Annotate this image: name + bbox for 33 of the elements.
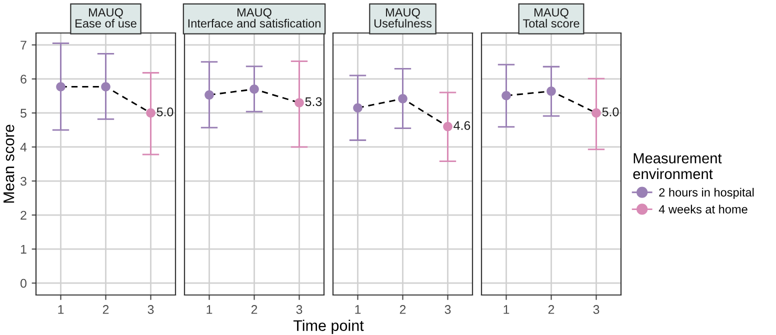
chart-title: MAUQ Usefulness	[374, 8, 432, 28]
x-tick-label: 2	[548, 305, 554, 314]
y-axis-title: Mean score	[4, 124, 14, 203]
chart-title: MAUQ Ease of use	[76, 8, 136, 28]
x-tick-label: 1	[58, 305, 64, 314]
y-tick-label: 4	[20, 142, 27, 152]
x-tick-label: 2	[251, 305, 258, 314]
chart-title: MAUQ Interface and satisfication	[188, 8, 320, 28]
chart-title: MAUQ Total score	[522, 8, 580, 28]
y-tick-label: 6	[20, 74, 26, 84]
x-tick-label: 3	[296, 305, 302, 314]
legend-label: 4 weeks at home	[658, 204, 748, 214]
x-tick-label: 1	[206, 305, 212, 314]
y-tick-label: 1	[20, 244, 26, 254]
x-tick-label: 3	[148, 305, 154, 314]
x-axis-title: Time point	[293, 320, 364, 334]
y-tick-label: 3	[20, 176, 26, 186]
data-label: 5.3	[305, 97, 322, 106]
x-tick-label: 2	[102, 305, 109, 314]
x-tick-label: 3	[444, 305, 451, 314]
x-tick-label: 1	[504, 305, 510, 314]
x-tick-label: 3	[593, 305, 600, 314]
x-tick-label: 1	[355, 305, 361, 314]
y-tick-label: 5	[20, 108, 26, 118]
x-tick-label: 2	[400, 305, 406, 314]
y-tick-label: 7	[20, 40, 26, 50]
y-tick-label: 2	[20, 210, 26, 220]
data-label: 4.6	[454, 121, 470, 130]
legend-label: 2 hours in hospital	[659, 188, 754, 199]
y-tick-label: 0	[20, 278, 26, 288]
legend-title: Measurement environment	[633, 153, 722, 180]
data-label: 5.0	[156, 107, 174, 116]
data-label: 5.0	[602, 107, 619, 116]
